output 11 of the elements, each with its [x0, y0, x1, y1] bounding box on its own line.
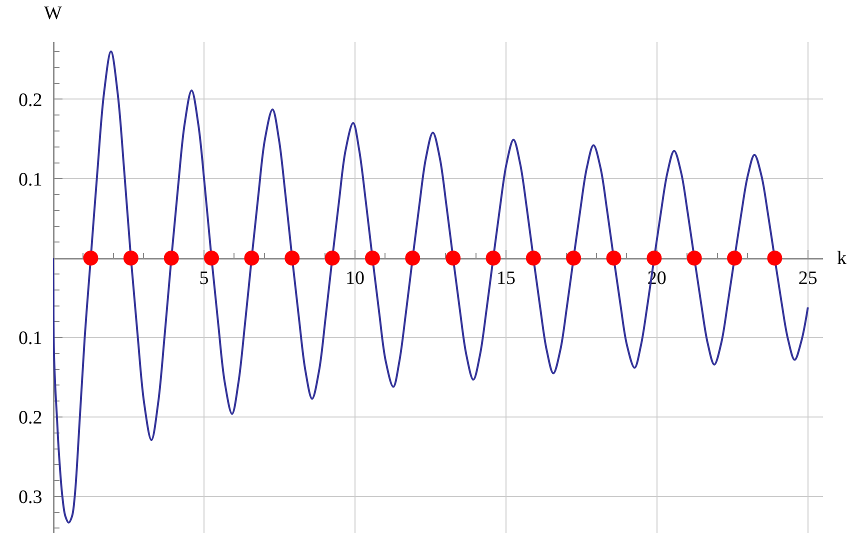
x-tick-label: 25 [798, 268, 818, 290]
x-axis-title: k [837, 248, 847, 269]
y-axis-title: W [44, 3, 62, 24]
y-tick-label: 0.1 [18, 328, 42, 350]
y-tick-label: 0.3 [18, 487, 42, 508]
y-tick-label: 0.2 [18, 408, 42, 429]
y-tick-label: 0.2 [18, 90, 42, 111]
y-tick-label: 0.1 [18, 169, 42, 190]
x-tick-label: 15 [496, 268, 516, 290]
x-tick-label: 5 [199, 268, 209, 290]
x-tick-label: 10 [345, 268, 364, 290]
